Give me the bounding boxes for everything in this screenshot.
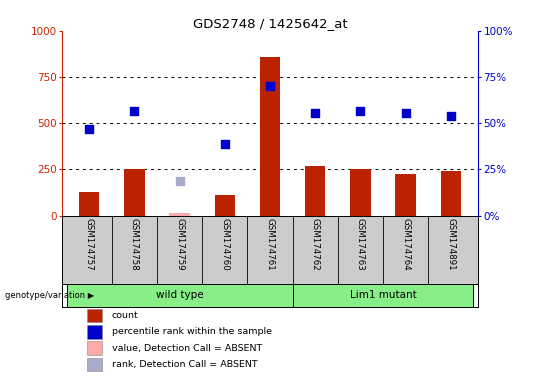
Bar bbox=[170, 213, 190, 216]
Point bbox=[356, 108, 364, 114]
Bar bbox=[305, 166, 326, 216]
Text: GSM174764: GSM174764 bbox=[401, 218, 410, 270]
Bar bbox=[87, 341, 102, 354]
Title: GDS2748 / 1425642_at: GDS2748 / 1425642_at bbox=[193, 17, 347, 30]
Text: Lim1 mutant: Lim1 mutant bbox=[349, 290, 416, 300]
Bar bbox=[124, 169, 145, 216]
Text: wild type: wild type bbox=[156, 290, 204, 300]
Text: GSM174758: GSM174758 bbox=[130, 218, 139, 270]
Text: percentile rank within the sample: percentile rank within the sample bbox=[112, 328, 272, 336]
Point bbox=[220, 141, 229, 147]
Bar bbox=[87, 310, 102, 323]
Text: rank, Detection Call = ABSENT: rank, Detection Call = ABSENT bbox=[112, 359, 258, 369]
Bar bbox=[214, 195, 235, 216]
Text: GSM174762: GSM174762 bbox=[310, 218, 320, 270]
Text: count: count bbox=[112, 311, 139, 320]
Text: GSM174760: GSM174760 bbox=[220, 218, 230, 270]
Text: value, Detection Call = ABSENT: value, Detection Call = ABSENT bbox=[112, 344, 262, 353]
Bar bbox=[66, 284, 293, 307]
Bar bbox=[79, 192, 99, 216]
Text: GSM174757: GSM174757 bbox=[85, 218, 94, 270]
Point bbox=[401, 110, 410, 116]
Point bbox=[311, 110, 320, 116]
Point bbox=[176, 179, 184, 185]
Text: GSM174891: GSM174891 bbox=[446, 218, 455, 270]
Point bbox=[447, 113, 455, 119]
Text: GSM174759: GSM174759 bbox=[175, 218, 184, 270]
Bar bbox=[293, 284, 474, 307]
Text: GSM174761: GSM174761 bbox=[266, 218, 274, 270]
Point bbox=[130, 108, 139, 114]
Bar bbox=[87, 358, 102, 371]
Bar bbox=[395, 174, 416, 216]
Point bbox=[85, 126, 93, 132]
Bar bbox=[441, 171, 461, 216]
Bar bbox=[260, 56, 280, 216]
Point bbox=[266, 83, 274, 89]
Text: GSM174763: GSM174763 bbox=[356, 218, 365, 270]
Bar bbox=[350, 169, 370, 216]
Bar bbox=[87, 325, 102, 339]
Text: genotype/variation ▶: genotype/variation ▶ bbox=[5, 291, 94, 300]
